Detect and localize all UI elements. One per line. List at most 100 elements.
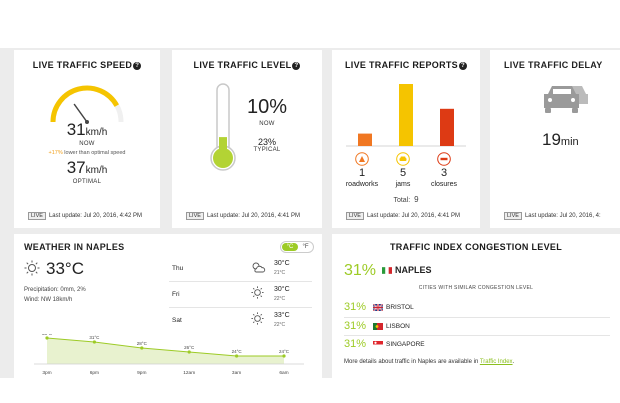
similar-cities-label: CITIES WITH SIMILAR CONGESTION LEVEL bbox=[418, 285, 534, 291]
level-last-update: LIVE Last update: Jul 20, 2016, 4:41 PM bbox=[186, 212, 300, 220]
current-temp: 33°C bbox=[46, 259, 84, 278]
temperature-point bbox=[140, 346, 144, 350]
optimal-value: 37 bbox=[66, 158, 86, 177]
forecast-high: 30°C bbox=[274, 260, 290, 267]
update-text: Last update: Jul 20, 2016, 4:41 PM bbox=[206, 213, 301, 219]
level-title-text: LIVE TRAFFIC LEVEL bbox=[193, 60, 292, 70]
delay-value-wrap: 19min bbox=[542, 130, 579, 150]
roadworks-icon bbox=[355, 152, 369, 166]
speed-compare-text: lower than optimal speed bbox=[64, 150, 126, 156]
typical-label: TYPICAL bbox=[253, 147, 281, 153]
sun-icon bbox=[251, 312, 264, 325]
x-tick-label: 3pm bbox=[42, 370, 51, 376]
cars-icon bbox=[544, 86, 588, 113]
sun-icon bbox=[251, 286, 264, 299]
x-tick-label: 6pm bbox=[90, 370, 99, 376]
fahrenheit-toggle[interactable]: °F bbox=[302, 244, 309, 250]
portugal-flag-icon bbox=[373, 323, 383, 330]
speed-gauge-fill bbox=[50, 85, 119, 123]
thermometer-icon bbox=[210, 83, 236, 171]
weather-card: WEATHER IN NAPLES °C °F 33°C Precipitati… bbox=[14, 234, 322, 378]
temperature-data-label: 31°C bbox=[89, 335, 100, 340]
temperature-chart: 33°C 3pm 31°C 6pm 28°C 9pm 26°C 12am 24°C 3am 24°C… bbox=[34, 334, 304, 376]
live-badge: LIVE bbox=[504, 212, 522, 220]
index-title: TRAFFIC INDEX CONGESTION LEVEL bbox=[389, 242, 562, 252]
update-text: Last update: Jul 20, 2016, 4:41 PM bbox=[366, 213, 461, 219]
help-icon[interactable]: ? bbox=[292, 62, 301, 70]
help-icon[interactable]: ? bbox=[459, 62, 467, 70]
wind: Wind: NW 18km/h bbox=[24, 297, 72, 303]
traffic-level-card: LIVE TRAFFIC LEVEL? 10% NOW 23% TYPICAL … bbox=[172, 50, 322, 228]
forecast-day: Fri bbox=[172, 291, 180, 298]
x-tick-label: 12am bbox=[183, 370, 195, 376]
forecast-high: 30°C bbox=[274, 286, 290, 293]
delay-title: LIVE TRAFFIC DELAY bbox=[504, 60, 603, 70]
jam-car-icon bbox=[396, 152, 410, 166]
precip-label: Precipitation: bbox=[24, 287, 59, 293]
temperature-area bbox=[47, 338, 284, 364]
speed-last-update: LIVE Last update: Jul 20, 2016, 4:42 PM bbox=[28, 212, 142, 220]
level-value: 10% bbox=[246, 96, 288, 118]
temperature-point bbox=[187, 350, 191, 354]
live-badge: LIVE bbox=[28, 212, 46, 220]
closures-label: closures bbox=[430, 181, 458, 188]
typical-value: 23% bbox=[257, 137, 276, 147]
city-pct: 31% bbox=[344, 301, 367, 313]
temperature-data-label: 24°C bbox=[279, 349, 290, 354]
city-pct: 31% bbox=[344, 320, 367, 332]
help-icon[interactable]: ? bbox=[133, 62, 142, 70]
x-tick-label: 3am bbox=[232, 370, 241, 376]
city-divider bbox=[344, 317, 610, 318]
weather-title: WEATHER IN NAPLES bbox=[24, 242, 125, 252]
temperature-point bbox=[282, 354, 286, 358]
temperature-point bbox=[45, 336, 49, 340]
speed-now-label: NOW bbox=[79, 141, 95, 147]
temperature-data-label: 28°C bbox=[137, 341, 148, 346]
roadworks-count: 1 bbox=[358, 167, 366, 179]
roadworks-bar bbox=[358, 133, 372, 146]
total-label: Total: bbox=[393, 197, 411, 204]
precip-value: 0mm, 2% bbox=[60, 287, 86, 293]
optimal-unit: km/h bbox=[85, 165, 108, 176]
roadworks-label: roadworks bbox=[345, 181, 379, 188]
city-divider bbox=[344, 335, 610, 336]
speed-optimal-label: OPTIMAL bbox=[72, 179, 102, 185]
wind-label: Wind: bbox=[24, 297, 40, 303]
traffic-index-link[interactable]: Traffic Index bbox=[479, 359, 513, 365]
city-pct: 31% bbox=[344, 338, 367, 350]
traffic-index-card: TRAFFIC INDEX CONGESTION LEVEL 31% NAPLE… bbox=[332, 234, 620, 378]
speed-now-value: 31km/h bbox=[14, 120, 160, 140]
live-badge: LIVE bbox=[346, 212, 364, 220]
details-text: More details about traffic in Naples are… bbox=[344, 359, 479, 365]
temperature-data-label: 33°C bbox=[42, 334, 53, 336]
main-city: NAPLES bbox=[395, 265, 432, 275]
forecast-day: Sat bbox=[172, 317, 182, 324]
forecast-low: 22°C bbox=[274, 296, 286, 302]
temperature-data-label: 26°C bbox=[184, 345, 195, 350]
temperature-line bbox=[46, 337, 284, 357]
reports-bar-chart bbox=[346, 84, 466, 147]
unit-toggle[interactable]: °C °F bbox=[280, 241, 314, 253]
main-congestion-pct: 31% bbox=[344, 262, 377, 279]
delay-value: 19 bbox=[542, 130, 561, 149]
gauge-needle bbox=[73, 103, 88, 123]
city-name: SINGAPORE bbox=[386, 341, 425, 348]
speed-optimal-value: 37km/h bbox=[14, 158, 160, 178]
traffic-speed-card: LIVE TRAFFIC SPEED? 31km/h NOW +17% lowe… bbox=[14, 50, 160, 228]
forecast-high: 33°C bbox=[274, 312, 290, 319]
reports-title-text: LIVE TRAFFIC REPORTS bbox=[344, 60, 458, 70]
x-tick-label: 9pm bbox=[137, 370, 146, 376]
speed-title: LIVE TRAFFIC SPEED? bbox=[14, 60, 160, 70]
partly-cloudy-icon bbox=[252, 262, 266, 273]
uk-flag-icon bbox=[373, 304, 383, 311]
reports-last-update: LIVE Last update: Jul 20, 2016, 4:41 PM bbox=[346, 212, 460, 220]
jams-count: 5 bbox=[399, 167, 407, 179]
speed-value: 31 bbox=[66, 120, 86, 139]
forecast-divider bbox=[169, 307, 312, 308]
city-name: LISBON bbox=[386, 323, 410, 330]
celsius-toggle[interactable]: °C bbox=[282, 243, 298, 251]
wind-value: NW 18km/h bbox=[41, 297, 73, 303]
temperature-point bbox=[235, 354, 239, 358]
forecast-low: 21°C bbox=[274, 270, 286, 276]
total-value: 9 bbox=[414, 195, 419, 204]
